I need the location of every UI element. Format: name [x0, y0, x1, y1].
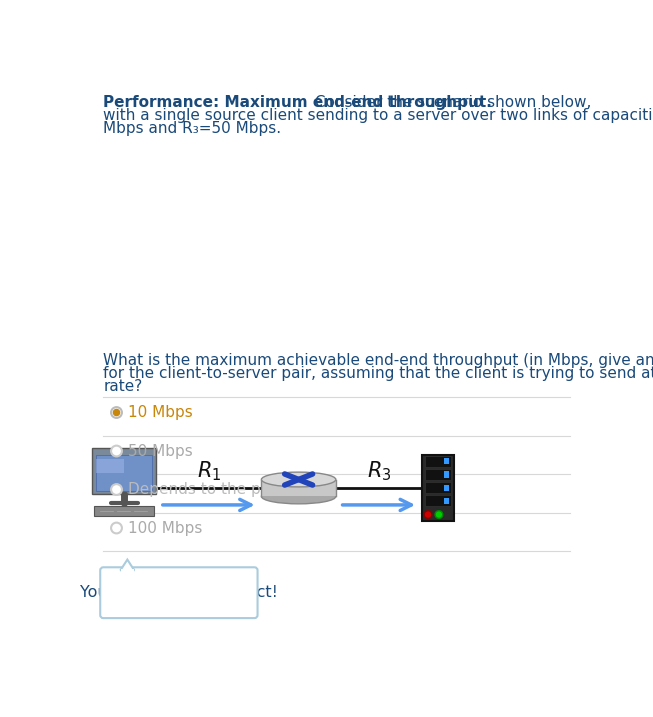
- Bar: [443, 498, 449, 504]
- FancyBboxPatch shape: [100, 567, 257, 618]
- Text: Performance: Maximum end-end throughput.: Performance: Maximum end-end throughput.: [103, 95, 492, 110]
- Bar: [422, 455, 454, 521]
- Text: $R_3$: $R_3$: [366, 460, 391, 483]
- Circle shape: [435, 511, 443, 518]
- Bar: [97, 459, 124, 473]
- Text: $R_1$: $R_1$: [197, 460, 221, 483]
- Text: What is the maximum achievable end-end throughput (in Mbps, give an integer valu: What is the maximum achievable end-end t…: [103, 353, 653, 369]
- Bar: [443, 485, 449, 490]
- Circle shape: [111, 407, 122, 418]
- Text: for the client-to-server pair, assuming that the client is trying to send at its: for the client-to-server pair, assuming …: [103, 366, 653, 381]
- Bar: [97, 455, 152, 491]
- Ellipse shape: [261, 489, 336, 504]
- Bar: [94, 506, 155, 516]
- Circle shape: [111, 523, 122, 533]
- Circle shape: [424, 511, 432, 518]
- Polygon shape: [120, 559, 135, 570]
- Text: 100 Mbps: 100 Mbps: [128, 521, 202, 536]
- Bar: [443, 458, 449, 465]
- Text: Depends to the packet size: Depends to the packet size: [128, 482, 337, 497]
- Bar: [425, 495, 451, 506]
- Ellipse shape: [261, 472, 336, 487]
- Bar: [425, 483, 451, 493]
- Text: 50 Mbps: 50 Mbps: [128, 444, 193, 458]
- Text: with a single source client sending to a server over two links of capacities R₁=: with a single source client sending to a…: [103, 108, 653, 123]
- Text: 10 Mbps: 10 Mbps: [128, 405, 193, 420]
- Text: rate?: rate?: [103, 379, 142, 394]
- Bar: [261, 480, 336, 496]
- Bar: [93, 448, 156, 494]
- Bar: [443, 471, 449, 478]
- Text: Your answer is incorrect!: Your answer is incorrect!: [80, 585, 278, 600]
- Text: Mbps and R₃=50 Mbps.: Mbps and R₃=50 Mbps.: [103, 120, 281, 136]
- Circle shape: [111, 446, 122, 457]
- Text: Consider the scenario shown below,: Consider the scenario shown below,: [310, 95, 592, 110]
- Circle shape: [111, 484, 122, 495]
- Bar: [121, 569, 134, 571]
- Circle shape: [114, 409, 119, 416]
- Bar: [425, 469, 451, 480]
- Bar: [425, 456, 451, 467]
